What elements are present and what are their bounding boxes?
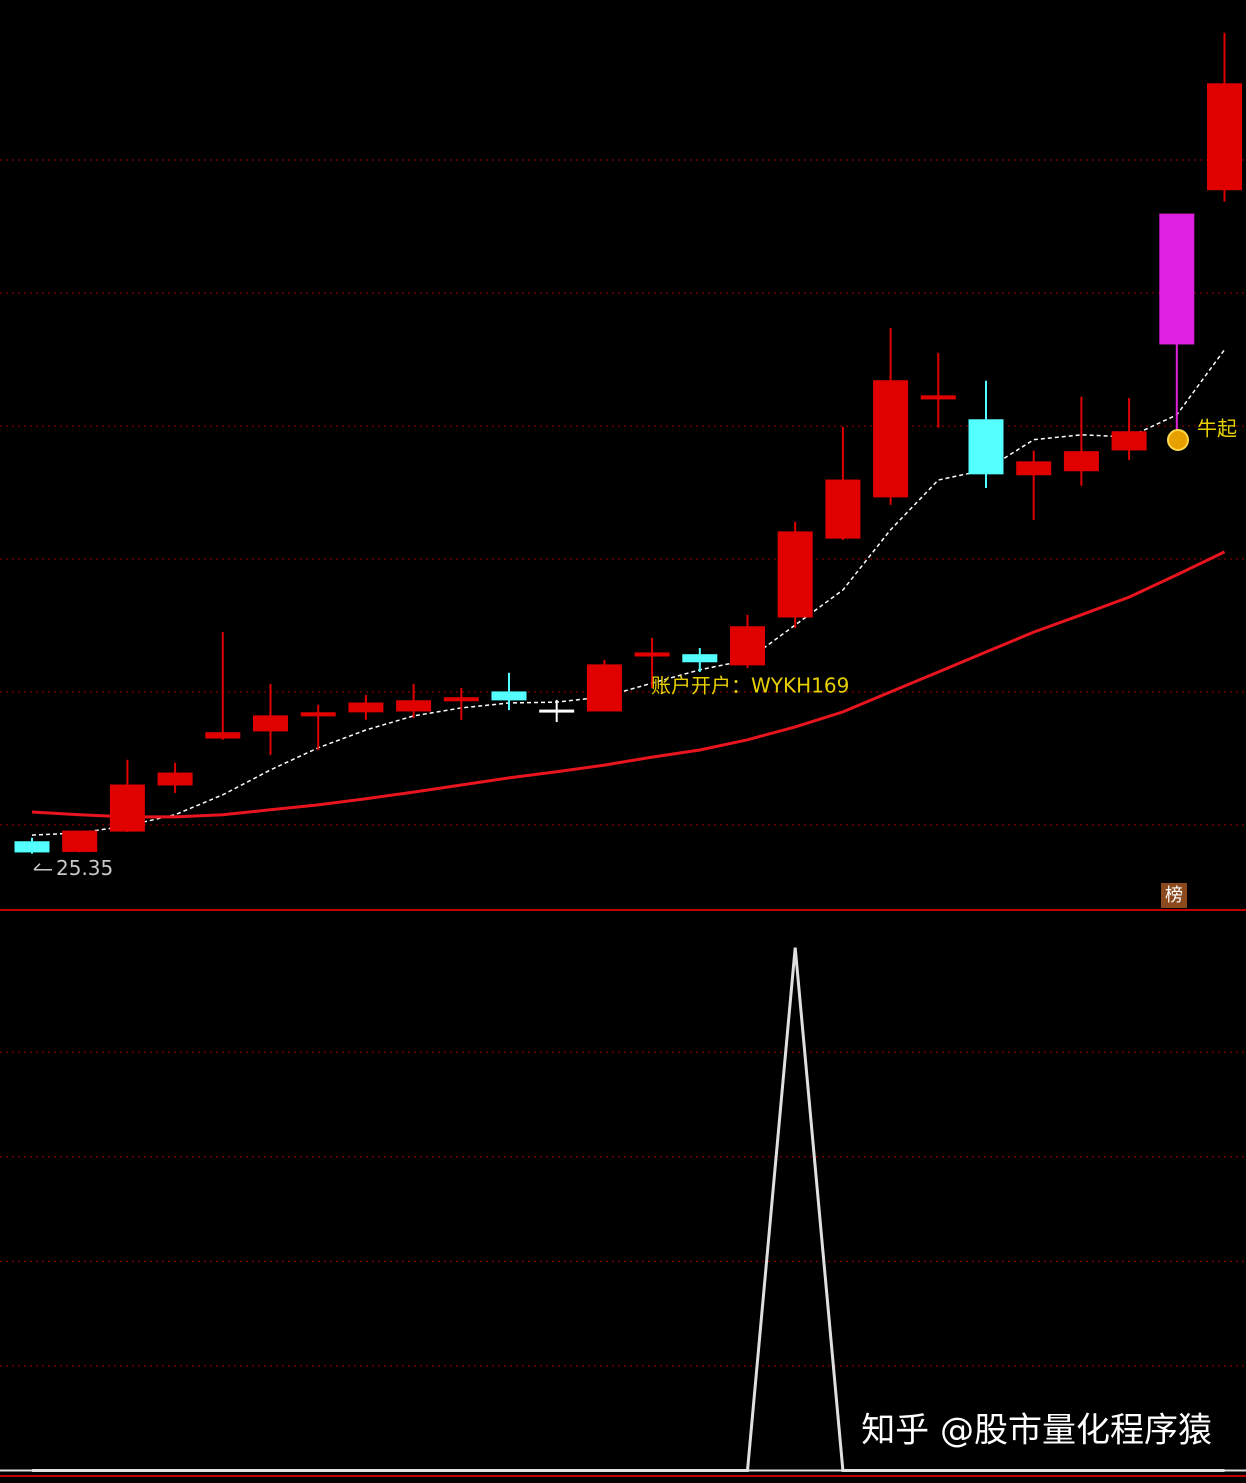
candle-body [157, 772, 193, 786]
candle-body [586, 664, 622, 712]
candle-body [14, 841, 50, 853]
line-series [32, 947, 1225, 1472]
candle-body [730, 626, 765, 666]
candle-body [825, 479, 861, 539]
candle-body [682, 654, 718, 663]
candle-body [920, 395, 956, 400]
candle-body [1111, 431, 1147, 451]
candle-body [968, 419, 1004, 475]
annotation: 账户开户：WYKH169 [651, 674, 849, 698]
annotation: 榜 [1165, 885, 1183, 906]
candle-body [1207, 83, 1242, 191]
line-series [31, 550, 1226, 819]
signal-icon [1167, 429, 1189, 451]
candle-body [443, 697, 479, 702]
candle-body [634, 652, 670, 657]
candle-body [62, 830, 98, 852]
candle-body [777, 531, 813, 618]
min-arrow [33, 863, 52, 871]
candle-body [300, 712, 336, 717]
candle-body [1063, 451, 1099, 472]
annotation: 牛起 [1197, 417, 1237, 441]
watermark: 知乎 @股市量化程序猿 [861, 1411, 1212, 1451]
candle-body [1016, 461, 1052, 476]
min-price-label: 25.35 [56, 856, 113, 880]
candle-body [205, 732, 241, 739]
badge-bg [1161, 883, 1187, 908]
candle-body [873, 380, 909, 498]
candle-body [1159, 213, 1195, 345]
candle-body [253, 715, 288, 732]
candle-body [491, 691, 527, 701]
candle-body [396, 700, 432, 712]
line-series [31, 349, 1226, 836]
candle-body [539, 709, 575, 713]
candle-body [109, 784, 145, 832]
candle-body [348, 702, 384, 713]
